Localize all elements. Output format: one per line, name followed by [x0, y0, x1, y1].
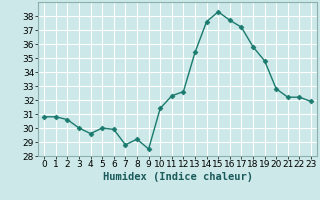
X-axis label: Humidex (Indice chaleur): Humidex (Indice chaleur): [103, 172, 252, 182]
